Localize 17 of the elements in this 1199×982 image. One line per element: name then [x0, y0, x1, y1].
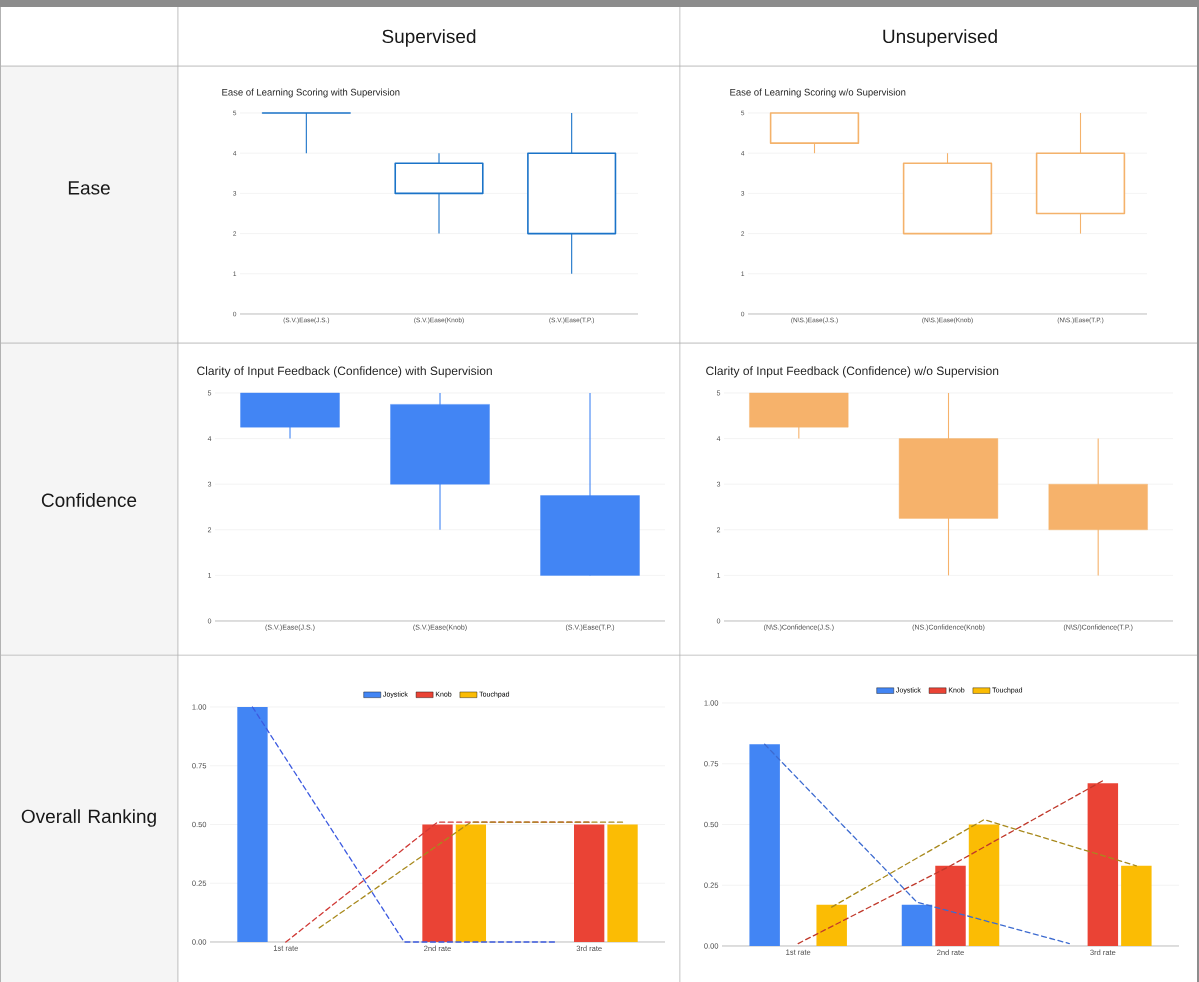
chart-title: Ease of Learning Scoring w/o Supervision: [730, 88, 906, 98]
bar: [816, 904, 847, 946]
bar: [1121, 865, 1152, 946]
bar: [968, 824, 1000, 946]
text: Confidence: [41, 493, 137, 507]
bar: [1087, 783, 1119, 946]
text: Unsupervised: [883, 29, 997, 47]
candlestick: [261, 112, 351, 154]
text: Ease: [68, 181, 110, 195]
bar: [935, 865, 966, 946]
chart-title: Clarity of Input Feedback (Confidence) with Supervision: [197, 366, 492, 378]
chart-title: Ease of Learning Scoring with Supervision: [222, 88, 400, 98]
bar: [901, 904, 933, 946]
chart-title: Clarity of Input Feedback (Confidence) w/o Supervision: [706, 366, 999, 378]
text: Supervised: [382, 29, 476, 47]
text: Overall Ranking: [21, 809, 156, 827]
bar: [749, 744, 780, 946]
